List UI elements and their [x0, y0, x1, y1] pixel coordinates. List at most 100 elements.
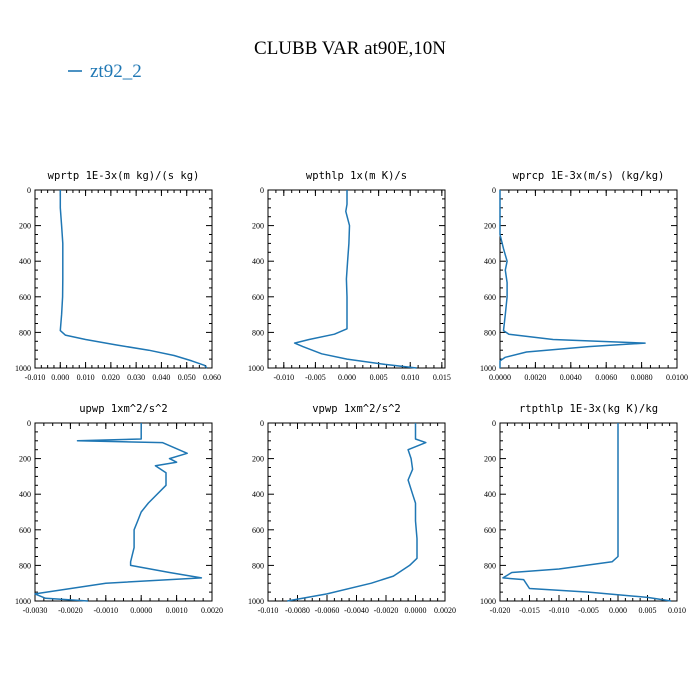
panel-3: upwp 1xm^2/s^2 0 200 400 600 800 1000-0.0030 -0…: [15, 403, 223, 615]
x-tick-label: -0.0080: [285, 606, 310, 615]
x-tick-label: -0.0010: [93, 606, 118, 615]
y-tick-label: 1000: [480, 364, 496, 373]
x-tick-label: 0.015: [433, 373, 451, 382]
y-tick-label: 200: [252, 455, 264, 464]
x-tick-label: 0.0010: [166, 606, 188, 615]
x-tick-label: 0.020: [102, 373, 120, 382]
x-tick-label: 0.030: [127, 373, 145, 382]
y-tick-label: 600: [252, 293, 264, 302]
series-line: [502, 423, 672, 602]
plot-frame: [499, 422, 678, 602]
x-tick-label: 0.0100: [666, 373, 688, 382]
x-tick-label: -0.020: [490, 606, 511, 615]
x-tick-label: -0.0020: [58, 606, 83, 615]
y-tick-label: 1000: [248, 364, 264, 373]
x-tick-label: -0.010: [549, 606, 570, 615]
panel-title: wpthlp 1x(m K)/s: [306, 170, 407, 182]
series-line: [34, 423, 203, 602]
y-tick-label: 200: [19, 455, 31, 464]
y-tick-label: 400: [252, 490, 264, 499]
y-tick-label: 0: [260, 186, 264, 195]
y-tick-label: 800: [19, 561, 31, 570]
x-tick-label: 0.0000: [405, 606, 427, 615]
y-tick-label: 200: [484, 222, 496, 231]
y-tick-label: 800: [484, 561, 496, 570]
x-tick-label: 0.005: [370, 373, 388, 382]
x-tick-label: -0.010: [25, 373, 46, 382]
panel-4: vpwp 1xm^2/s^2 0 200 400 600 800 1000-0.010 -0.…: [248, 403, 456, 615]
y-tick-label: 200: [252, 222, 264, 231]
y-tick-label: 0: [27, 186, 31, 195]
legend: zt92_2: [68, 61, 142, 82]
x-tick-label: -0.005: [578, 606, 599, 615]
x-tick-label: 0.010: [401, 373, 419, 382]
x-tick-label: -0.005: [305, 373, 326, 382]
panel-0: wprtp 1E-3x(m kg)/(s kg) 0 200 400 600 800 100…: [15, 170, 221, 382]
series-line: [499, 190, 646, 368]
legend-label: zt92_2: [90, 61, 142, 82]
y-tick-label: 600: [19, 526, 31, 535]
x-tick-label: 0.060: [203, 373, 221, 382]
y-tick-label: 800: [252, 561, 264, 570]
series-line: [59, 190, 208, 369]
panel-title: rtpthlp 1E-3x(kg K)/kg: [519, 403, 658, 415]
x-tick-label: 0.000: [51, 373, 69, 382]
x-tick-label: -0.010: [273, 373, 294, 382]
y-tick-label: 1000: [248, 597, 264, 606]
x-tick-label: 0.0060: [595, 373, 617, 382]
panel-2: wprcp 1E-3x(m/s) (kg/kg) 0 200 400 600 800 100…: [480, 170, 688, 382]
x-tick-label: 0.0000: [489, 373, 511, 382]
y-tick-label: 400: [484, 257, 496, 266]
x-tick-label: 0.000: [609, 606, 627, 615]
y-tick-label: 600: [484, 293, 496, 302]
y-tick-label: 200: [484, 455, 496, 464]
panel-title: upwp 1xm^2/s^2: [79, 403, 168, 415]
plot-frame: [267, 422, 446, 602]
y-tick-label: 400: [484, 490, 496, 499]
y-tick-label: 0: [492, 419, 496, 428]
x-tick-label: 0.0040: [560, 373, 582, 382]
y-tick-label: 0: [27, 419, 31, 428]
y-tick-label: 800: [252, 328, 264, 337]
x-tick-label: 0.050: [178, 373, 196, 382]
x-tick-label: 0.005: [639, 606, 657, 615]
x-tick-label: 0.0080: [631, 373, 653, 382]
y-tick-label: 400: [252, 257, 264, 266]
x-tick-label: -0.010: [258, 606, 279, 615]
x-tick-label: -0.0020: [374, 606, 399, 615]
x-tick-label: -0.0040: [344, 606, 369, 615]
x-tick-label: -0.0030: [23, 606, 48, 615]
series-line: [293, 190, 417, 369]
y-tick-label: 600: [19, 293, 31, 302]
x-tick-label: 0.0020: [434, 606, 456, 615]
y-tick-label: 1000: [480, 597, 496, 606]
y-tick-label: 800: [19, 328, 31, 337]
panel-5: rtpthlp 1E-3x(kg K)/kg02004006008001000-…: [480, 403, 686, 615]
panel-title: vpwp 1xm^2/s^2: [312, 403, 401, 415]
y-tick-label: 400: [19, 257, 31, 266]
y-tick-label: 400: [19, 490, 31, 499]
x-tick-label: 0.010: [77, 373, 95, 382]
y-tick-label: 0: [492, 186, 496, 195]
y-tick-label: 600: [252, 526, 264, 535]
y-tick-label: 1000: [15, 597, 31, 606]
panel-title: wprtp 1E-3x(m kg)/(s kg): [48, 170, 200, 182]
x-tick-label: 0.0020: [201, 606, 223, 615]
panels: wprtp 1E-3x(m kg)/(s kg) 0 200 400 600 800 100…: [15, 170, 688, 615]
x-tick-label: 0.010: [668, 606, 686, 615]
y-tick-label: 200: [19, 222, 31, 231]
x-tick-label: 0.000: [338, 373, 356, 382]
plot-frame: [267, 189, 446, 369]
panel-title: wprcp 1E-3x(m/s) (kg/kg): [513, 170, 665, 182]
y-tick-label: 800: [484, 328, 496, 337]
y-tick-label: 1000: [15, 364, 31, 373]
series-line: [287, 423, 427, 602]
y-tick-label: 0: [260, 419, 264, 428]
panel-1: wpthlp 1x(m K)/s 0 200 400 600 800 1000 -0.010 -…: [248, 170, 451, 382]
x-tick-label: 0.0000: [130, 606, 152, 615]
x-tick-label: -0.015: [519, 606, 540, 615]
x-tick-label: 0.040: [152, 373, 170, 382]
figure-title: CLUBB VAR at90E,10N: [254, 38, 446, 59]
x-tick-label: 0.0020: [524, 373, 546, 382]
